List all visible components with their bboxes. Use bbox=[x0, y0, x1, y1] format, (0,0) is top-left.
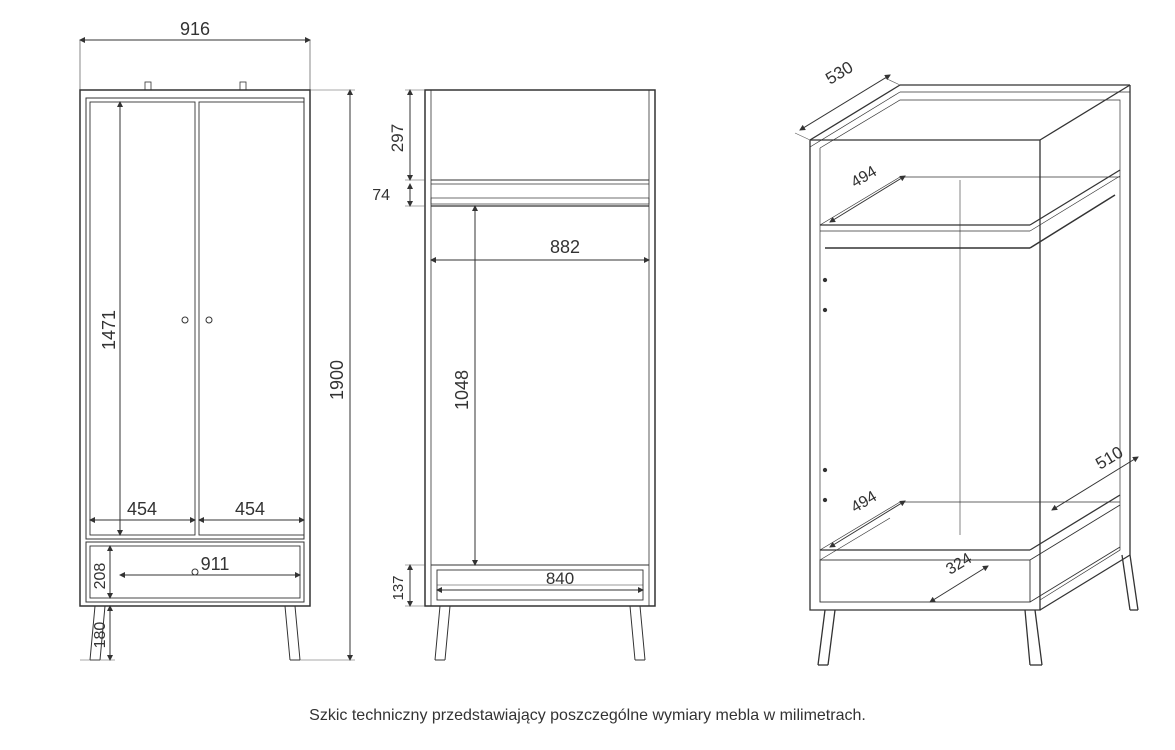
dim-bottom-w: 840 bbox=[546, 569, 574, 588]
dim-depth-top: 530 bbox=[822, 58, 856, 89]
dim-total-height: 1900 bbox=[327, 360, 347, 400]
dim-int-width: 882 bbox=[550, 237, 580, 257]
dim-leg-h: 180 bbox=[92, 622, 109, 649]
dim-hang-h: 1048 bbox=[452, 370, 472, 410]
front-view-closed: 916 1471 454 454 208 bbox=[80, 19, 355, 660]
dim-drawer-depth: 324 bbox=[943, 550, 975, 578]
dim-shelf-depth2: 494 bbox=[848, 488, 880, 516]
dim-shelf-depth: 494 bbox=[848, 163, 880, 191]
dim-top-shelf: 297 bbox=[388, 124, 407, 152]
dim-bottom-gap: 137 bbox=[390, 575, 407, 600]
dim-total-width: 916 bbox=[180, 19, 210, 39]
dim-side-depth: 510 bbox=[1092, 443, 1126, 474]
dim-door-left: 454 bbox=[127, 499, 157, 519]
front-view-section: 297 74 882 1048 137 840 bbox=[372, 90, 655, 660]
isometric-view: 530 494 510 494 324 bbox=[795, 58, 1138, 665]
dim-door-right: 454 bbox=[235, 499, 265, 519]
technical-drawing: 916 1471 454 454 208 bbox=[0, 0, 1175, 750]
caption-text: Szkic techniczny przedstawiający poszcze… bbox=[0, 707, 1175, 725]
dim-door-height: 1471 bbox=[99, 310, 119, 350]
dim-drawer-h: 208 bbox=[92, 563, 109, 590]
dim-rail-gap: 74 bbox=[372, 187, 390, 204]
dim-drawer-w: 911 bbox=[201, 554, 230, 574]
